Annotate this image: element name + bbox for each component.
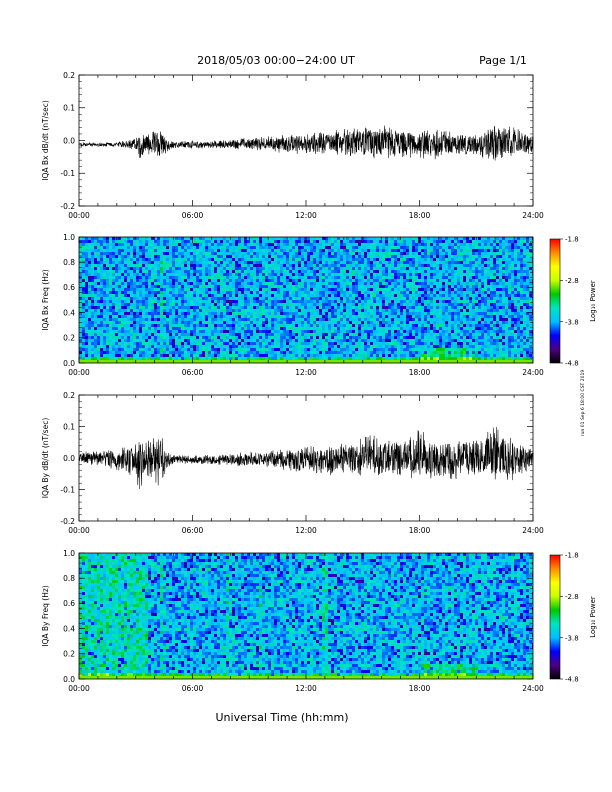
- colorbar-label: Log₁₀ Power: [589, 596, 597, 638]
- colorbar-tick-label: -4.8: [565, 360, 579, 368]
- x-tick-label: 12:00: [295, 211, 317, 220]
- page-indicator: Page 1/1: [479, 54, 527, 67]
- side-note: run 01 Sep 6 18:00 CST 2019: [580, 370, 586, 437]
- y-tick-label: 1.0: [63, 233, 75, 242]
- y-tick-label: 0.2: [63, 71, 75, 80]
- panel-bx-spectrogram: 00:00 06:00 12:00 18:00 24:00 1.0 0.8 0.6 0.4 0.2…: [41, 233, 544, 377]
- colorbar-tick-label: -3.8: [565, 318, 579, 326]
- y-tick-label: 0.4: [63, 308, 75, 317]
- colorbar-label: Log₁₀ Power: [589, 280, 597, 322]
- colorbar-top: -1.8 -2.8 -3.8 -4.8 Log₁₀ Power: [549, 236, 597, 368]
- x-tick-label: 24:00: [522, 368, 544, 377]
- x-tick-label: 12:00: [295, 368, 317, 377]
- x-tick-label: 12:00: [295, 526, 317, 535]
- x-axis-label: Universal Time (hh:mm): [216, 711, 349, 724]
- colorbar-tick-label: -2.8: [565, 277, 579, 285]
- colorbar-tick-label: -1.8: [565, 236, 579, 244]
- series-line: [78, 427, 534, 489]
- y-tick-label: -0.1: [60, 169, 75, 178]
- x-tick-label: 06:00: [182, 211, 204, 220]
- x-tick-label: 00:00: [68, 526, 90, 535]
- x-tick-label: 24:00: [522, 684, 544, 693]
- y-tick-label: 0.0: [63, 675, 75, 684]
- panel-by-spectrogram: 00:00 06:00 12:00 18:00 24:00 1.0 0.8 0.6 0.4 0.2…: [41, 549, 544, 693]
- y-tick-label: -0.2: [60, 517, 75, 526]
- panel-bx-dbdt: 00:00 06:00 12:00 18:00 24:00 0.2 0.1 0.0 -0.1 -0…: [41, 71, 544, 220]
- x-tick-label: 00:00: [68, 368, 90, 377]
- x-tick-label: 18:00: [409, 368, 431, 377]
- panel-by-dbdt: 00:00 06:00 12:00 18:00 24:00 0.2 0.1 0.0 -0.1 -0…: [41, 391, 544, 535]
- y-tick-label: 0.0: [63, 359, 75, 368]
- colorbar-tick-label: -4.8: [565, 676, 579, 684]
- plot-frame: [78, 552, 534, 680]
- y-tick-label: 0.6: [63, 599, 75, 608]
- x-tick-label: 18:00: [409, 211, 431, 220]
- x-tick-label: 12:00: [295, 684, 317, 693]
- y-tick-label: 0.1: [63, 422, 75, 431]
- y-tick-label: 0.6: [63, 283, 75, 292]
- y-tick-label: -0.1: [60, 485, 75, 494]
- x-tick-label: 18:00: [409, 684, 431, 693]
- y-tick-label: 0.2: [63, 650, 75, 659]
- colorbar-bottom: -1.8 -2.8 -3.8 -4.8 Log₁₀ Power: [549, 552, 597, 684]
- colorbar-tick-label: -3.8: [565, 634, 579, 642]
- y-tick-label: 0.2: [63, 391, 75, 400]
- x-tick-label: 24:00: [522, 526, 544, 535]
- y-axis-label: IQA Bx dB/dt (nT/sec): [41, 100, 50, 181]
- series-line: [78, 125, 534, 161]
- colorbar-gradient: [549, 554, 561, 680]
- y-tick-label: 0.4: [63, 624, 75, 633]
- x-tick-label: 06:00: [182, 368, 204, 377]
- y-tick-label: 0.8: [63, 258, 75, 267]
- y-tick-label: 1.0: [63, 549, 75, 558]
- y-axis-label: IQA By dB/dt (nT/sec): [41, 418, 50, 499]
- spectrogram-cells: [79, 237, 533, 363]
- x-tick-label: 06:00: [182, 684, 204, 693]
- x-tick-label: 00:00: [68, 684, 90, 693]
- x-tick-label: 06:00: [182, 526, 204, 535]
- y-axis-label: IQA Bx Freq (Hz): [41, 269, 50, 331]
- y-tick-label: 0.2: [63, 334, 75, 343]
- figure-title: 2018/05/03 00:00−24:00 UT: [197, 54, 355, 67]
- colorbar-tick-label: -1.8: [565, 552, 579, 560]
- y-tick-label: 0.0: [63, 454, 75, 463]
- colorbar-gradient: [549, 238, 561, 364]
- y-tick-label: 0.1: [63, 104, 75, 113]
- y-tick-label: -0.2: [60, 202, 75, 211]
- y-tick-label: 0.8: [63, 574, 75, 583]
- colorbar-tick-label: -2.8: [565, 593, 579, 601]
- x-tick-label: 00:00: [68, 211, 90, 220]
- y-tick-label: 0.0: [63, 136, 75, 145]
- spectrogram-cells: [79, 553, 533, 679]
- plot-frame: [78, 236, 534, 364]
- y-axis-label: IQA By Freq (Hz): [41, 585, 50, 647]
- x-tick-label: 24:00: [522, 211, 544, 220]
- x-tick-label: 18:00: [409, 526, 431, 535]
